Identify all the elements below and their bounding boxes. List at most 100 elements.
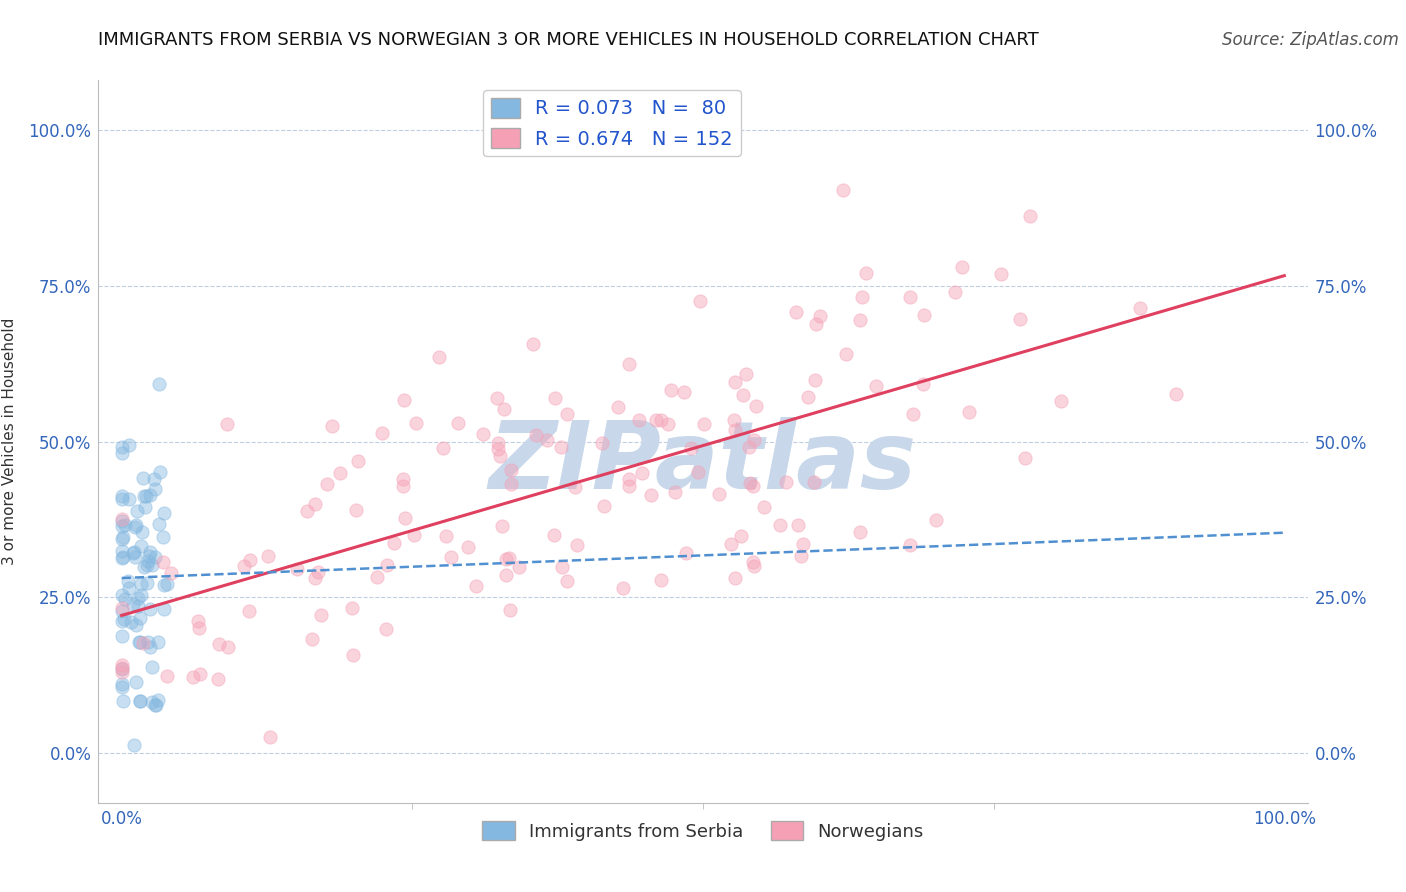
Point [129,634,152,648]
Point [630,467,652,481]
Point [754,500,776,515]
Point [808,310,831,324]
Point [146,693,169,707]
Point [501,477,523,491]
Point [111,629,134,643]
Point [139,640,162,655]
Point [124,520,146,534]
Point [544,391,567,405]
Point [1129,301,1152,316]
Point [153,578,176,592]
Y-axis label: 3 or more Vehicles in Household: 3 or more Vehicles in Household [3,318,17,566]
Point [112,612,135,626]
Point [238,605,260,619]
Point [118,492,141,507]
Point [619,478,641,492]
Point [124,739,146,753]
Point [111,677,134,691]
Point [156,669,179,683]
Point [138,554,160,568]
Point [865,378,887,392]
Point [555,408,578,422]
Point [217,640,239,654]
Point [207,672,229,686]
Point [125,674,148,689]
Point [256,549,278,564]
Point [347,454,370,468]
Point [394,511,416,525]
Point [135,558,157,573]
Point [117,574,139,588]
Point [141,695,163,709]
Point [495,568,517,582]
Point [486,436,509,450]
Point [329,466,352,480]
Point [160,566,183,581]
Point [593,500,616,514]
Point [141,558,163,572]
Point [111,665,134,680]
Point [132,489,155,503]
Point [125,504,148,518]
Point [731,388,754,402]
Point [152,555,174,569]
Point [132,559,155,574]
Point [374,622,396,636]
Point [792,537,814,551]
Point [831,183,853,197]
Point [152,530,174,544]
Point [141,660,163,674]
Point [239,553,262,567]
Point [375,558,398,572]
Point [148,377,170,392]
Point [125,518,148,533]
Point [208,637,231,651]
Point [492,402,515,417]
Point [111,491,134,506]
Point [957,405,980,419]
Point [129,588,152,602]
Point [489,449,512,463]
Point [382,536,405,550]
Point [156,577,179,591]
Point [447,416,470,430]
Point [138,601,160,615]
Point [309,607,332,622]
Point [111,614,134,628]
Point [898,290,921,304]
Point [501,463,523,477]
Point [543,528,565,542]
Point [950,260,973,274]
Point [138,549,160,563]
Point [848,525,870,540]
Point [724,423,747,437]
Point [111,604,134,618]
Point [394,393,416,408]
Point [612,581,634,595]
Point [153,507,176,521]
Point [143,472,166,486]
Point [740,476,762,491]
Point [131,577,153,591]
Point [742,479,765,493]
Point [709,487,731,501]
Point [111,661,134,675]
Point [111,490,134,504]
Point [650,413,672,427]
Point [118,581,141,595]
Point [742,433,765,447]
Point [143,550,166,565]
Point [122,597,145,611]
Point [675,546,697,560]
Point [742,555,765,569]
Point [111,680,134,694]
Point [111,530,134,544]
Point [405,416,427,430]
Point [145,698,167,713]
Point [796,390,818,404]
Point [118,438,141,452]
Text: IMMIGRANTS FROM SERBIA VS NORWEGIAN 3 OR MORE VEHICLES IN HOUSEHOLD CORRELATION : IMMIGRANTS FROM SERBIA VS NORWEGIAN 3 OR… [98,31,1039,49]
Point [111,658,134,673]
Point [134,500,156,515]
Point [114,518,136,533]
